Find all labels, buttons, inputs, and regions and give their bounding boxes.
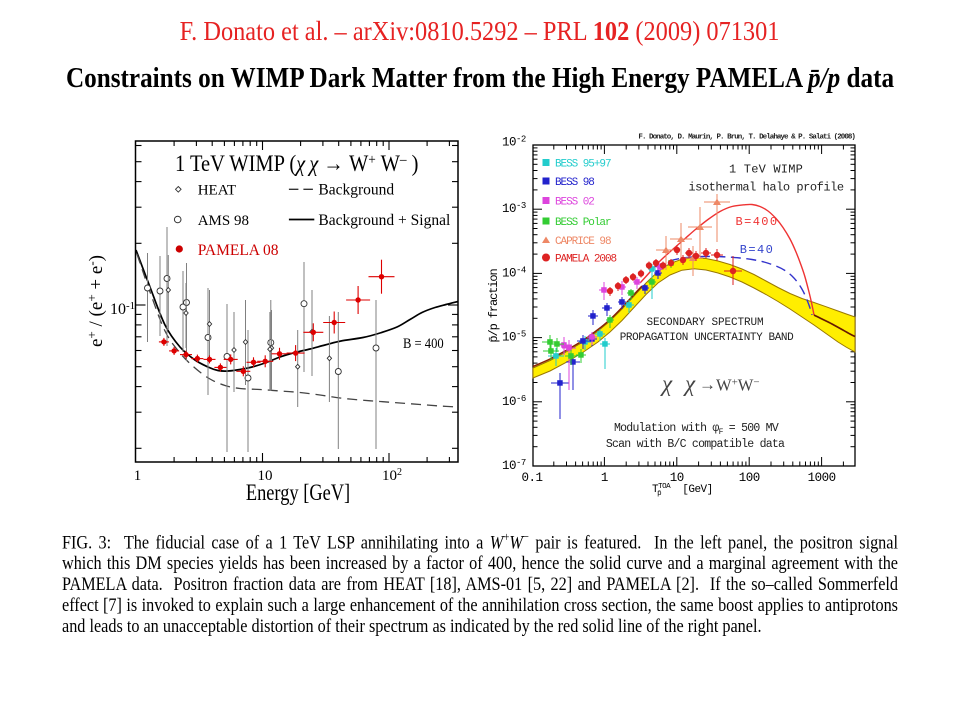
svg-text:Modulation with φF = 500 MV: Modulation with φF = 500 MV <box>614 422 779 437</box>
svg-text:B = 400: B = 400 <box>403 335 444 351</box>
svg-text:PAMELA 08: PAMELA 08 <box>198 242 279 259</box>
svg-text:CAPRICE 98: CAPRICE 98 <box>555 236 611 248</box>
svg-text:isothermal halo profile: isothermal halo profile <box>688 181 844 195</box>
svg-text:χ: χ <box>660 371 673 396</box>
svg-text:1000: 1000 <box>808 471 836 485</box>
svg-text:BESS 98: BESS 98 <box>555 177 594 189</box>
svg-text:BESS 02: BESS 02 <box>555 197 594 209</box>
svg-text:10: 10 <box>670 471 684 485</box>
svg-text:10-6​: 10-6​ <box>502 394 526 409</box>
svg-text:Background + Signal: Background + Signal <box>318 212 450 229</box>
svg-text:10-4​: 10-4​ <box>502 265 526 280</box>
svg-text:10-5​: 10-5​ <box>502 330 526 345</box>
svg-text:10: 10 <box>258 468 273 484</box>
svg-text:→: → <box>699 375 716 394</box>
svg-text:1: 1 <box>134 468 142 484</box>
svg-text:BESS 95+97: BESS 95+97 <box>555 159 611 171</box>
svg-text:1 TeV WIMP (χ χ → W+​ W–​ ): 1 TeV WIMP (χ χ → W+​ W–​ ) <box>175 151 419 176</box>
svg-text:10-1​: 10-1​ <box>110 300 135 318</box>
svg-text:1 TeV WIMP: 1 TeV WIMP <box>729 163 803 177</box>
svg-text:1: 1 <box>601 471 608 485</box>
svg-text:B=400: B=400 <box>735 215 778 229</box>
svg-text:10-3​: 10-3​ <box>502 201 526 216</box>
svg-text:HEAT: HEAT <box>198 183 236 199</box>
svg-text:W+W−: W+W− <box>716 376 760 395</box>
svg-text:Scan with B/C compatible data: Scan with B/C compatible data <box>606 438 785 451</box>
svg-text:AMS 98: AMS 98 <box>198 213 249 229</box>
svg-text:χ: χ <box>683 371 696 396</box>
svg-text:B=40: B=40 <box>740 243 774 257</box>
svg-text:Background: Background <box>318 182 394 199</box>
svg-text:PROPAGATION UNCERTAINTY BAND: PROPAGATION UNCERTAINTY BAND <box>620 332 794 344</box>
svg-text:PAMELA 2008: PAMELA 2008 <box>555 254 617 266</box>
svg-text:10-2​: 10-2​ <box>502 135 526 150</box>
svg-text:p̄/p fraction: p̄/p fraction <box>487 268 501 342</box>
svg-text:0.1: 0.1 <box>521 471 542 485</box>
svg-text:F. Donato, D. Maurin, P. Brun,: F. Donato, D. Maurin, P. Brun, T. Delaha… <box>638 134 855 142</box>
svg-text:Energy [GeV]: Energy [GeV] <box>246 479 350 506</box>
svg-text:e+​ / (e+​ + e-​): e+​ / (e+​ + e-​) <box>84 255 107 347</box>
svg-text:BESS Polar: BESS Polar <box>555 217 611 229</box>
svg-text:SECONDARY SPECTRUM: SECONDARY SPECTRUM <box>646 317 763 329</box>
svg-text:100: 100 <box>739 471 760 485</box>
svg-text:102​: 102​ <box>382 467 402 484</box>
